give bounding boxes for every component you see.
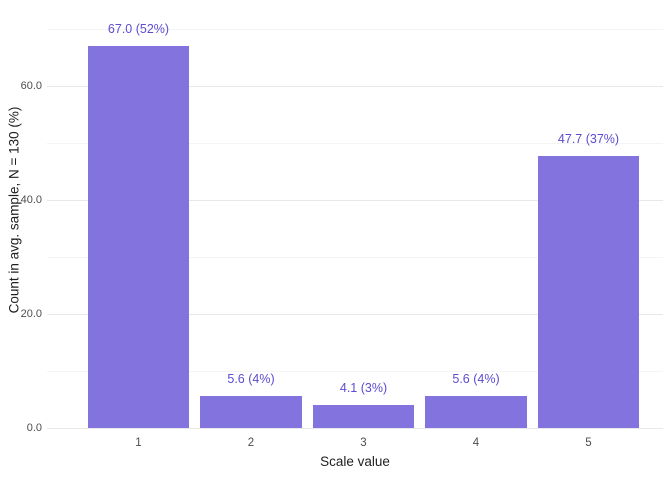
minor-gridline <box>47 371 663 372</box>
bar-5 <box>537 156 640 428</box>
bar-1 <box>87 46 190 428</box>
bar-value-label: 5.6 (4%) <box>452 372 500 387</box>
x-axis-tick-label: 2 <box>247 437 255 449</box>
y-axis-title-text: Count in avg. sample, N = 130 (%) <box>6 106 22 314</box>
bar-3 <box>312 404 415 428</box>
bar-value-label: 47.7 (37%) <box>557 132 620 147</box>
y-axis-tick-label: 60.0 <box>20 80 42 92</box>
bar-value-label: 4.1 (3%) <box>339 380 388 395</box>
plot-panel: 67.0 (52%) 5.6 (4%) 4.1 (3%) 5.6 (4%) 47.7 (… <box>47 22 663 429</box>
x-axis-tick-label: 4 <box>472 437 480 449</box>
minor-gridline <box>47 257 663 258</box>
bar-value-label: 5.6 (4%) <box>227 372 275 387</box>
bar-value-label: 67.0 (52%) <box>107 22 170 37</box>
minor-gridline <box>47 143 663 144</box>
major-gridline <box>47 314 663 315</box>
bar-4 <box>425 396 527 428</box>
y-axis-tick-label: 0.0 <box>26 422 42 434</box>
y-axis-tick-label: 40.0 <box>20 194 42 206</box>
x-axis-tick-label: 1 <box>135 437 142 449</box>
x-axis-tick-label: 3 <box>360 437 367 449</box>
major-gridline <box>47 200 663 201</box>
y-axis-tick-label: 20.0 <box>20 308 42 320</box>
x-axis-tick-label: 5 <box>585 437 592 449</box>
major-gridline <box>47 86 663 87</box>
minor-gridline <box>47 29 663 30</box>
bar-2 <box>200 396 302 428</box>
major-gridline <box>47 428 663 429</box>
x-axis-title: Scale value <box>320 454 390 469</box>
